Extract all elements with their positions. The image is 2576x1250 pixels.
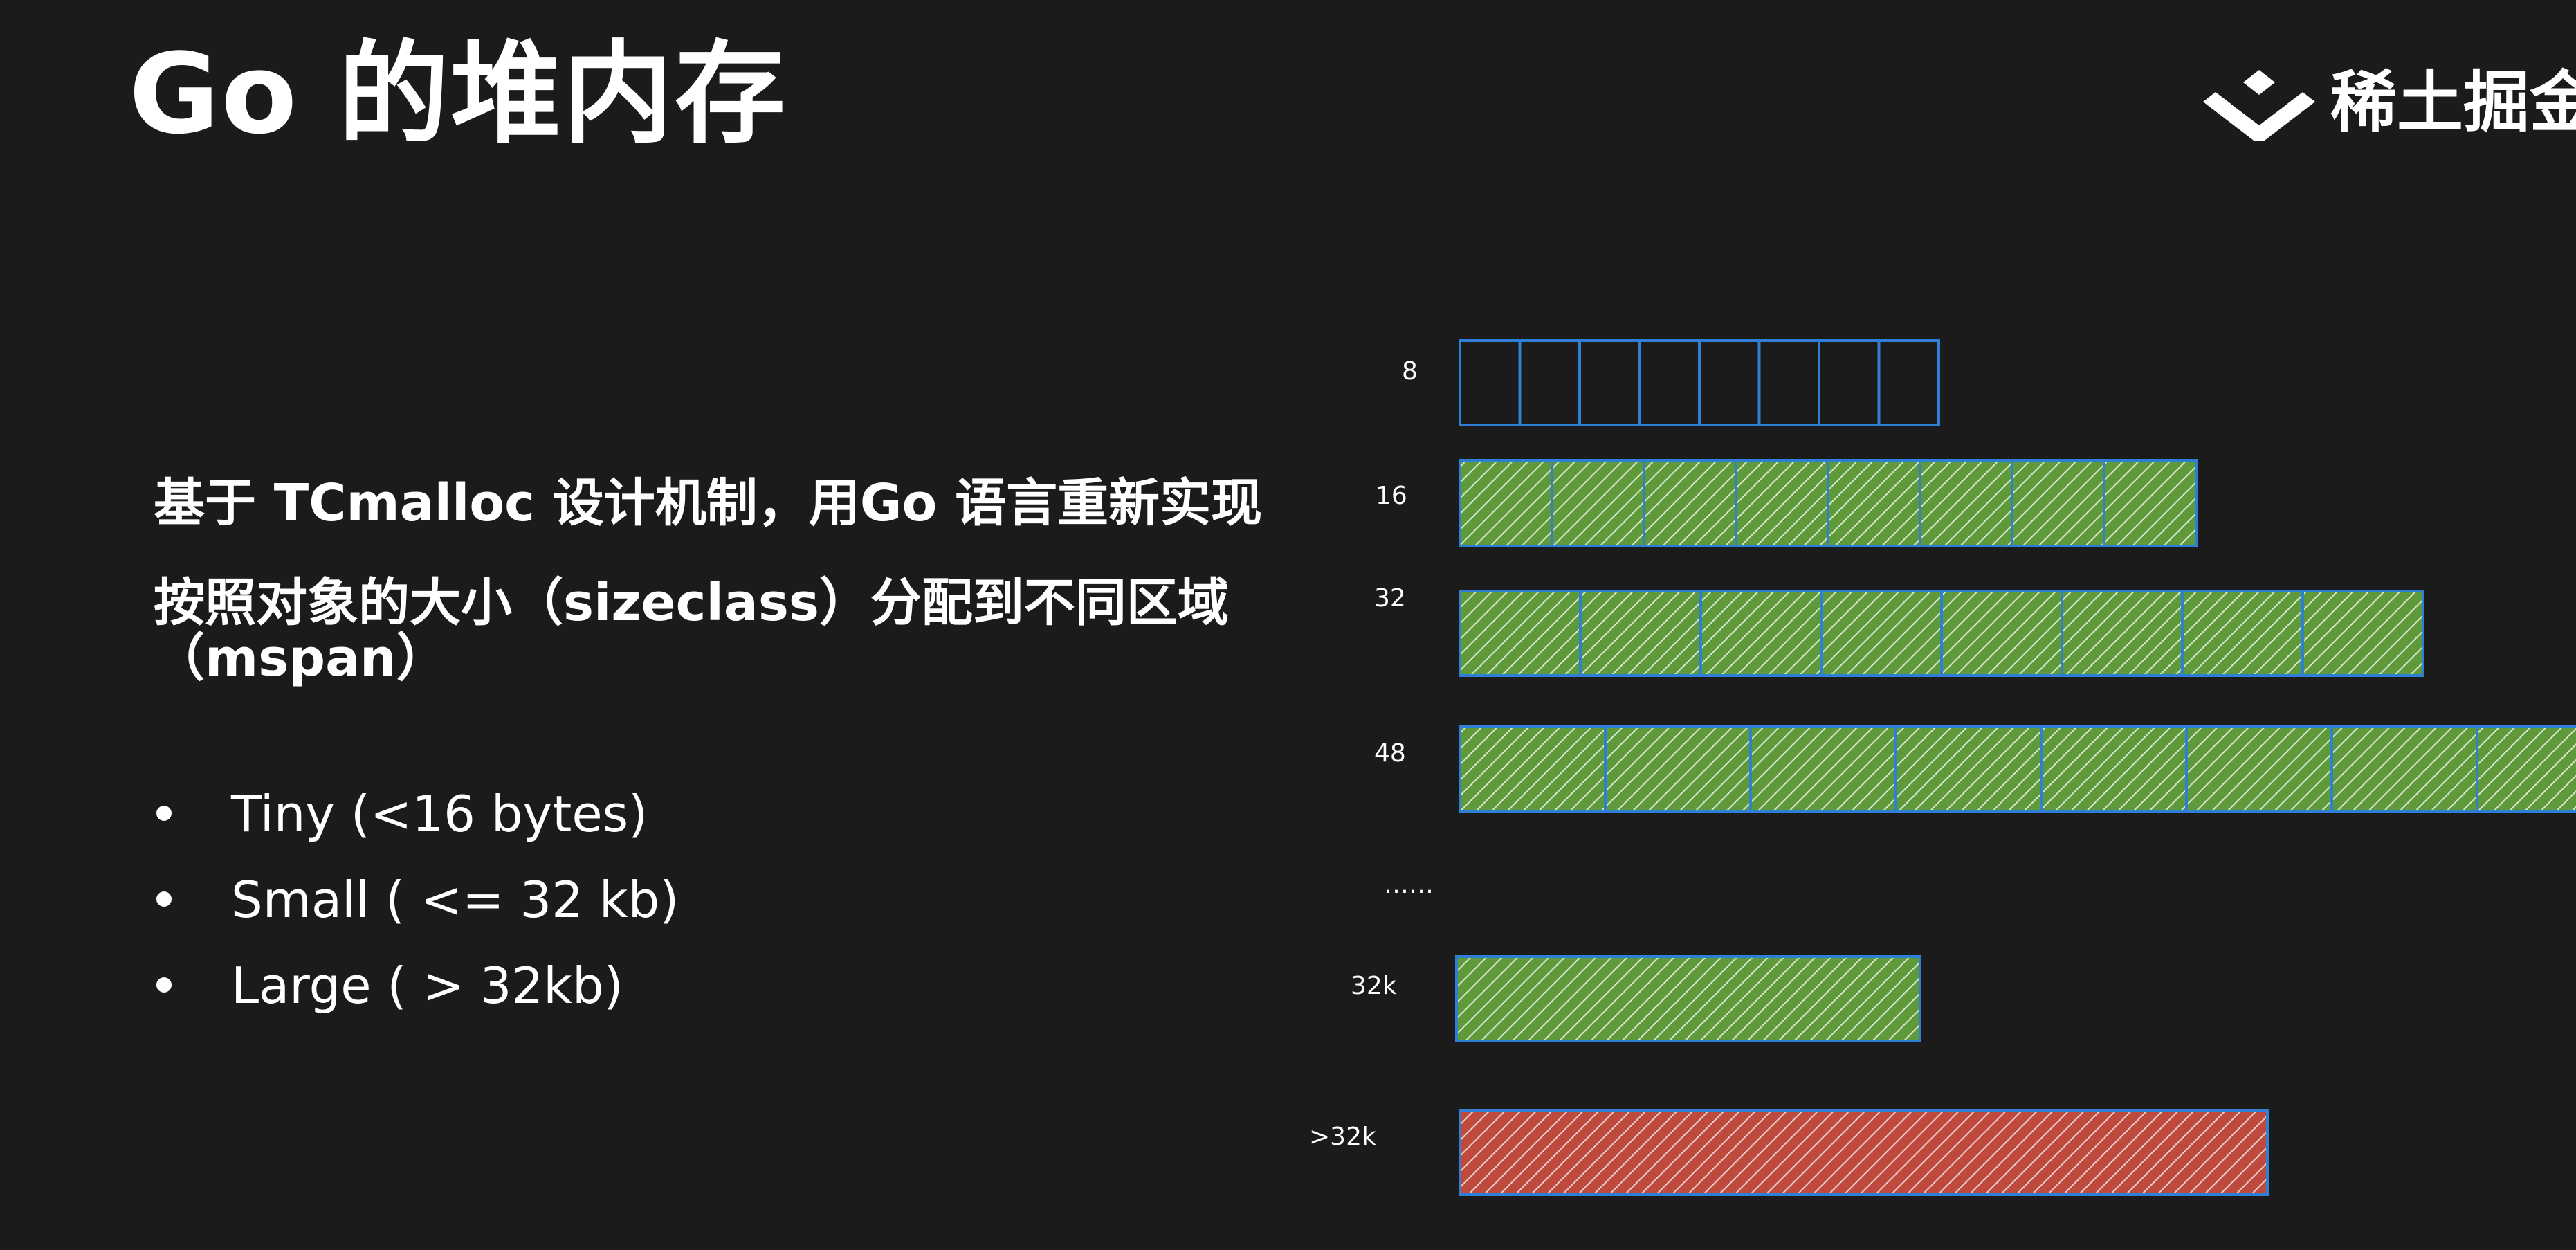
page-title: Go 的堆内存 bbox=[129, 29, 787, 158]
span-slot bbox=[1894, 725, 2043, 813]
list-item: Tiny (<16 bytes) bbox=[154, 789, 679, 875]
span-slot bbox=[1604, 725, 1752, 813]
span-slot bbox=[1459, 1109, 2269, 1196]
size-class-list: Tiny (<16 bytes) Small ( <= 32 kb) Large… bbox=[154, 789, 679, 1047]
span-slot bbox=[1877, 339, 1940, 426]
bullet-dot-icon bbox=[156, 806, 172, 821]
brand-name: 稀土掘金 bbox=[2330, 64, 2576, 141]
brand-logo: 稀土掘金 bbox=[2200, 61, 2576, 144]
span-slot bbox=[1827, 459, 1921, 547]
list-item-label: Small ( <= 32 kb) bbox=[231, 871, 679, 929]
span-slot bbox=[1698, 339, 1761, 426]
span-slot bbox=[1459, 459, 1553, 547]
span-row: 48 bbox=[1374, 725, 2576, 813]
size-class-label: 32 bbox=[1374, 584, 1406, 613]
span-slot bbox=[1757, 339, 1820, 426]
span-slot bbox=[1459, 590, 1582, 677]
span-slot bbox=[1518, 339, 1581, 426]
bullet-dot-icon bbox=[156, 977, 172, 993]
list-item: Large ( > 32kb) bbox=[154, 961, 679, 1047]
span-slot bbox=[2061, 590, 2184, 677]
span-row: >32k bbox=[1309, 1109, 2269, 1196]
size-class-label: 16 bbox=[1376, 482, 1407, 510]
span-row: 8 bbox=[1402, 339, 1940, 426]
span-slot bbox=[1551, 459, 1645, 547]
rows-ellipsis: …… bbox=[1384, 871, 1434, 899]
span-slot bbox=[2181, 590, 2304, 677]
list-item-label: Tiny (<16 bytes) bbox=[231, 785, 648, 843]
span-slot bbox=[2103, 459, 2198, 547]
size-class-label: 8 bbox=[1402, 357, 1418, 386]
bullet-dot-icon bbox=[156, 891, 172, 907]
span-slot bbox=[2330, 725, 2478, 813]
span-slot bbox=[1820, 590, 1943, 677]
span-slot bbox=[1638, 339, 1701, 426]
span-slot bbox=[2185, 725, 2333, 813]
span-slot bbox=[1459, 339, 1522, 426]
span-slot bbox=[2476, 725, 2576, 813]
size-class-label: 48 bbox=[1374, 739, 1406, 768]
list-item-label: Large ( > 32kb) bbox=[231, 957, 623, 1015]
span-slot bbox=[1455, 955, 1921, 1042]
span-row: 16 bbox=[1376, 459, 2198, 547]
span-slot bbox=[1735, 459, 1829, 547]
span-rows: 8 16 32 48 32k >32k bbox=[1309, 339, 2576, 1196]
span-slot bbox=[2301, 590, 2424, 677]
description-line-3: （mspan） bbox=[154, 628, 448, 688]
span-slot bbox=[1459, 725, 1607, 813]
size-class-label: 32k bbox=[1351, 972, 1397, 1000]
span-row: 32 bbox=[1374, 584, 2424, 677]
span-slot bbox=[1579, 590, 1702, 677]
span-slot bbox=[1940, 590, 2063, 677]
span-slot bbox=[1749, 725, 1897, 813]
juejin-logo-icon bbox=[2203, 70, 2315, 141]
list-item: Small ( <= 32 kb) bbox=[154, 875, 679, 961]
span-slot bbox=[1699, 590, 1823, 677]
span-slot bbox=[1578, 339, 1641, 426]
span-slot bbox=[2040, 725, 2188, 813]
span-slot bbox=[1919, 459, 2013, 547]
span-slot bbox=[1818, 339, 1881, 426]
description-line-1: 基于 TCmalloc 设计机制，用Go 语言重新实现 bbox=[154, 473, 1263, 533]
description-line-2: 按照对象的大小（sizeclass）分配到不同区域 bbox=[154, 573, 1229, 633]
size-class-label: >32k bbox=[1309, 1123, 1376, 1151]
span-slot bbox=[2011, 459, 2105, 547]
span-slot bbox=[1643, 459, 1737, 547]
span-row: 32k bbox=[1351, 955, 1921, 1042]
